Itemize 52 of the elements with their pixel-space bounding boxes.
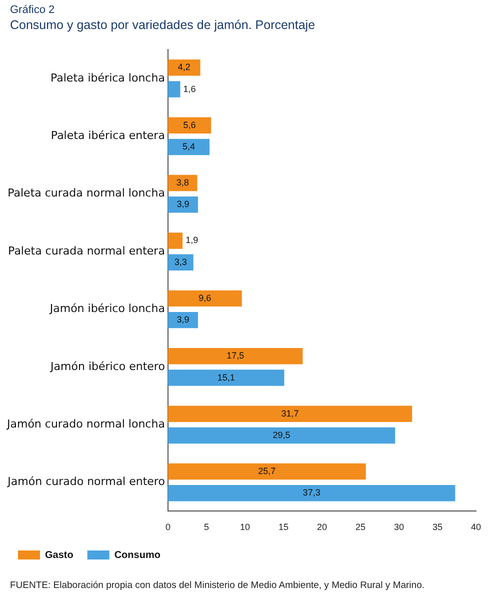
data-label: 5,4 xyxy=(182,141,195,152)
x-tick-label: 10 xyxy=(240,522,250,532)
data-label: 3,9 xyxy=(176,314,190,325)
data-label: 17,5 xyxy=(226,350,244,361)
x-tick-label: 0 xyxy=(165,522,170,532)
bar xyxy=(168,312,198,328)
data-label: 25,7 xyxy=(258,466,276,476)
x-tick-label: 35 xyxy=(432,522,442,532)
bar xyxy=(168,427,396,444)
bar xyxy=(168,348,303,364)
y-tick-label: Paleta ibérica entera xyxy=(50,129,165,142)
y-tick-label: Jamón ibérico loncha xyxy=(48,302,165,316)
data-label: 37,3 xyxy=(302,488,320,498)
data-label: 9,6 xyxy=(198,292,212,303)
data-label: 5,6 xyxy=(183,120,196,130)
data-label: 3,3 xyxy=(174,256,187,267)
data-label: 4,2 xyxy=(178,62,190,72)
y-tick-label: Jamón curado normal loncha xyxy=(6,418,165,431)
data-label: 31,7 xyxy=(281,408,299,418)
data-label: 3,8 xyxy=(176,178,189,188)
bar xyxy=(168,81,180,98)
y-tick-label: Paleta curada normal loncha xyxy=(8,186,165,200)
bar xyxy=(168,196,198,213)
text: Gráfico 2 xyxy=(10,4,55,16)
bar xyxy=(168,485,456,502)
x-tick-label: 20 xyxy=(316,522,327,532)
x-tick-label: 30 xyxy=(394,522,404,532)
bar xyxy=(168,463,366,480)
x-tick-label: 5 xyxy=(204,522,209,532)
data-label: 3,9 xyxy=(176,199,190,210)
legend-label: Gasto xyxy=(45,550,74,561)
x-tick-label: 40 xyxy=(470,522,482,532)
x-tick-label: 15 xyxy=(278,522,288,532)
data-label: 15,1 xyxy=(217,372,235,382)
bar xyxy=(168,60,200,76)
y-tick-label: Jamón curado normal entero xyxy=(6,475,166,488)
y-tick-label: Paleta curada normal entera xyxy=(8,244,165,258)
x-tick-label: 25 xyxy=(355,522,366,532)
y-tick-label: Paleta ibérica loncha xyxy=(50,71,165,84)
bar xyxy=(168,232,183,249)
data-label: 29,5 xyxy=(272,430,290,440)
bar xyxy=(168,370,284,386)
bar xyxy=(168,138,210,156)
data-label: 1,6 xyxy=(183,84,196,94)
data-label: 1,9 xyxy=(186,235,198,246)
source-note: FUENTE: Elaboración propia con datos del Ministerio de Medio Ambiente, y Medio Rural y Marino. xyxy=(10,580,424,591)
bar xyxy=(168,117,212,134)
legend-label: Consumo xyxy=(114,550,160,561)
chart-subtitle: Consumo y gasto por variedades de jamón. Porcentaje xyxy=(10,18,316,32)
y-tick-label: Jamón ibérico entero xyxy=(50,360,166,373)
bar xyxy=(168,290,242,307)
bar xyxy=(168,406,412,422)
